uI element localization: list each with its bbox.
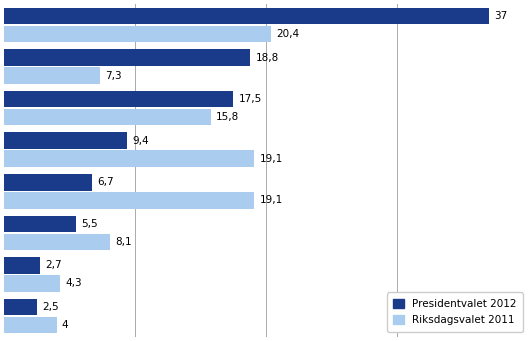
Text: 15,8: 15,8 [216,112,239,122]
Text: 37: 37 [494,11,507,21]
Bar [4,317,56,333]
Text: 4: 4 [62,320,69,330]
Bar [4,109,211,125]
Text: 18,8: 18,8 [255,53,279,62]
Bar [4,91,233,107]
Text: 9,4: 9,4 [132,136,149,146]
Text: 19,1: 19,1 [260,195,282,205]
Bar [4,234,110,250]
Text: 4,3: 4,3 [65,279,82,288]
Text: 17,5: 17,5 [238,94,262,104]
Bar [4,216,76,232]
Bar [4,150,254,167]
Text: 8,1: 8,1 [115,237,132,247]
Text: 20,4: 20,4 [277,29,300,39]
Bar [4,67,99,84]
Text: 5,5: 5,5 [81,219,98,229]
Text: 7,3: 7,3 [105,71,122,80]
Bar [4,275,61,292]
Bar [4,174,92,191]
Bar [4,132,127,149]
Bar [4,192,254,209]
Legend: Presidentvalet 2012, Riksdagsvalet 2011: Presidentvalet 2012, Riksdagsvalet 2011 [387,293,522,332]
Bar [4,26,271,42]
Bar [4,8,488,24]
Text: 2,7: 2,7 [45,261,61,270]
Text: 19,1: 19,1 [260,154,282,164]
Bar [4,299,37,315]
Text: 2,5: 2,5 [42,302,59,312]
Bar [4,257,39,274]
Bar [4,49,250,66]
Text: 6,7: 6,7 [97,177,114,187]
